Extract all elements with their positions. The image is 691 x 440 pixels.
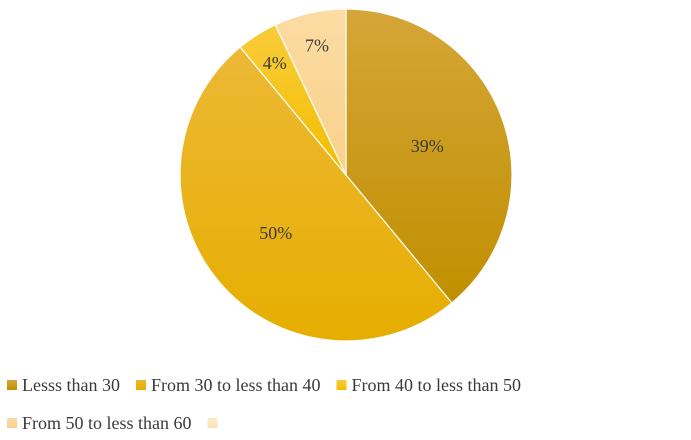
legend-label-4: From 50 to less than 60	[22, 413, 192, 433]
data-label-4: 7%	[305, 35, 329, 55]
pie-slice-1	[345, 8, 513, 304]
legend-swatch-3	[336, 380, 347, 390]
legend: Lesss than 30 From 30 to less than 40 From…	[7, 375, 521, 433]
legend-swatch-5	[207, 418, 218, 428]
legend-entry-2: From 30 to less than 40	[136, 375, 321, 395]
legend-swatch-1	[7, 380, 17, 390]
pie-slice-4	[274, 8, 347, 176]
legend-label-3: From 40 to less than 50	[352, 375, 522, 395]
pie-slices	[179, 8, 513, 342]
legend-swatch-2	[136, 380, 146, 390]
legend-label-2: From 30 to less than 40	[151, 375, 321, 395]
legend-swatch-4	[7, 418, 17, 428]
legend-entry-5	[207, 418, 218, 428]
pie-slice-2	[179, 46, 453, 342]
legend-entry-4: From 50 to less than 60	[7, 413, 192, 433]
legend-entry-1: Lesss than 30	[7, 375, 120, 395]
data-label-2: 50%	[259, 223, 292, 243]
legend-entry-3: From 40 to less than 50	[336, 375, 522, 395]
data-label-3: 4%	[263, 53, 287, 73]
pie-data-labels: 39% 50% 4% 7%	[259, 35, 444, 243]
data-label-1: 39%	[411, 136, 444, 156]
legend-label-1: Lesss than 30	[22, 375, 120, 395]
